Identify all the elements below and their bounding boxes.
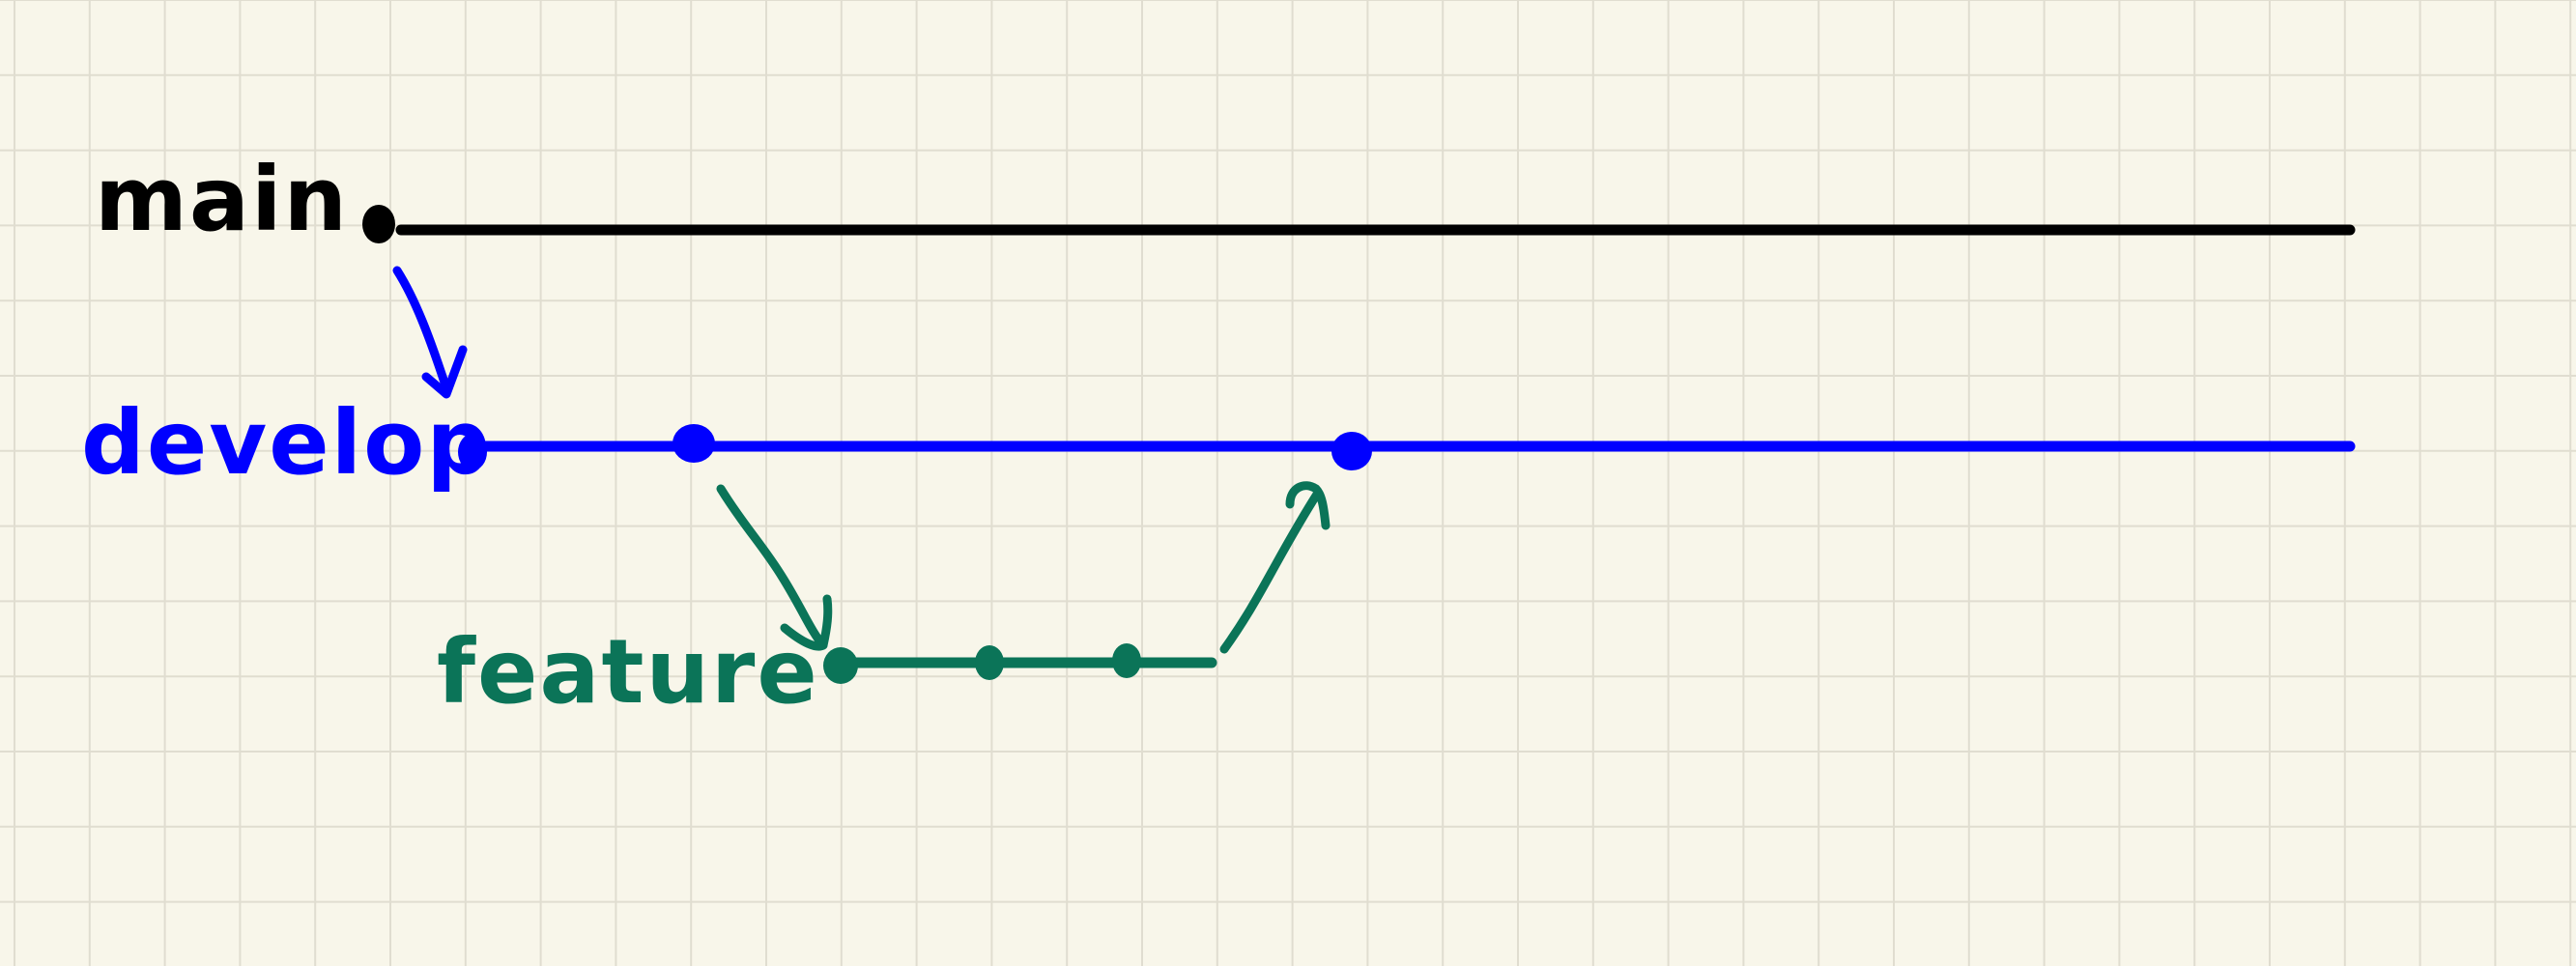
branch-feature: feature [437, 620, 1217, 724]
commit-feature-1 [823, 647, 858, 684]
commit-main-1 [362, 205, 395, 243]
commit-feature-2 [975, 645, 1004, 680]
branch-arrow-feature-to-develop [1219, 481, 1331, 654]
branch-develop: develop [81, 391, 2356, 495]
branch-label-main: main [95, 148, 349, 251]
arrowhead-feature-to-develop [1285, 481, 1331, 530]
commit-feature-3 [1112, 643, 1141, 678]
arrow-develop-to-feature [716, 484, 828, 650]
branch-arrow-main-to-develop [392, 266, 468, 399]
arrow-feature-to-develop [1219, 488, 1323, 654]
branch-label-feature: feature [437, 620, 819, 724]
branch-arrow-develop-to-feature [716, 484, 833, 651]
branch-main: main [95, 148, 2356, 251]
arrowhead-develop-to-feature [780, 594, 833, 651]
commit-develop-1 [458, 434, 487, 470]
arrowhead-main-to-develop [421, 345, 468, 399]
commit-develop-2 [673, 424, 715, 463]
branch-label-develop: develop [81, 391, 492, 495]
commit-develop-merge [1331, 432, 1372, 470]
arrow-main-to-develop [392, 266, 451, 393]
